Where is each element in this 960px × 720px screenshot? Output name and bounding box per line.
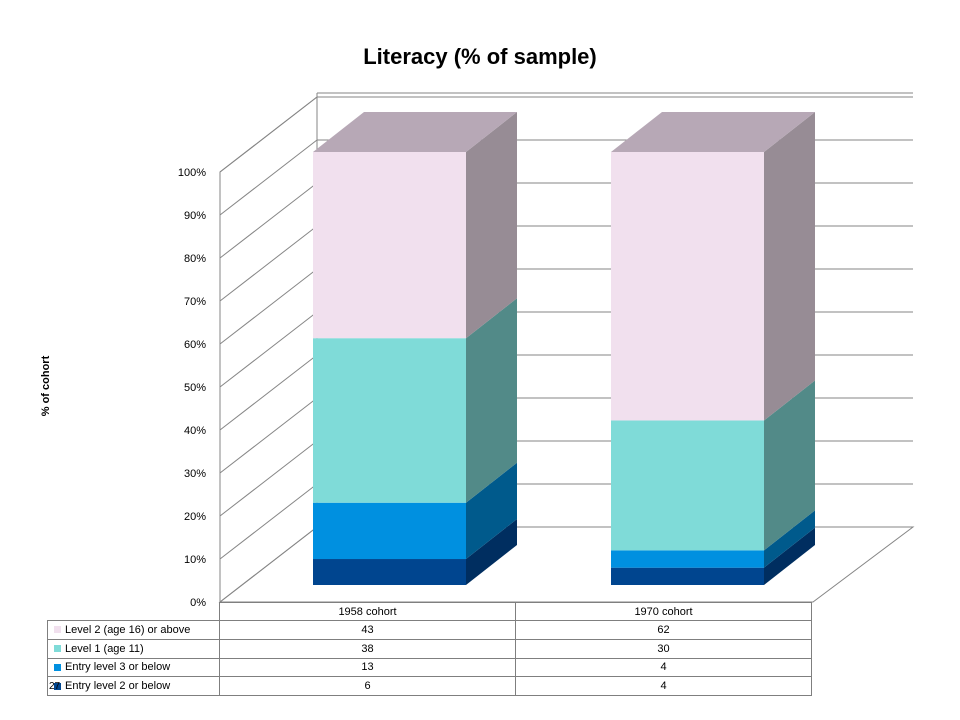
bar-side xyxy=(764,380,815,551)
bar-segment xyxy=(313,152,466,339)
legend-swatch xyxy=(54,645,61,653)
category-label: 1970 cohort xyxy=(515,602,812,621)
bar-segment xyxy=(313,338,466,503)
bar-segment xyxy=(313,559,466,585)
bar-segment xyxy=(611,550,764,568)
data-table-corner xyxy=(47,602,220,621)
gridline xyxy=(219,483,318,560)
gridline xyxy=(219,354,318,431)
bar-segment xyxy=(611,567,764,585)
legend-swatch xyxy=(54,663,61,671)
bar-segment xyxy=(611,152,764,421)
category-label: 1958 cohort xyxy=(219,602,516,621)
bar-side xyxy=(764,527,815,585)
data-label: 6 xyxy=(219,676,516,696)
y-tick-label: 30% xyxy=(184,468,206,480)
data-label: 4 xyxy=(515,657,812,678)
series-name: Level 2 (age 16) or above xyxy=(65,623,191,636)
series-name: Entry level 3 or below xyxy=(65,661,171,674)
series-name: Entry level 2 or below xyxy=(65,680,171,693)
series-name: Level 1 (age 11) xyxy=(65,642,144,655)
y-tick-label: 80% xyxy=(184,253,206,265)
gridline xyxy=(219,96,318,173)
data-table-row: Entry level 2 or below 6 4 xyxy=(47,676,812,696)
y-tick-label: 90% xyxy=(184,210,206,222)
legend-entry: Level 2 (age 16) or above xyxy=(47,620,220,640)
stray-mark: 27 xyxy=(49,681,61,692)
data-label: 62 xyxy=(515,620,812,640)
data-table-row: Entry level 3 or below 13 4 xyxy=(47,657,812,678)
data-table: 1958 cohort 1970 cohort Level 2 (age 16)… xyxy=(47,602,812,696)
bar-segment xyxy=(313,502,466,560)
y-tick-label: 10% xyxy=(184,554,206,566)
bar-side xyxy=(764,112,815,421)
gridline xyxy=(219,182,318,259)
chart-title: Literacy (% of sample) xyxy=(363,44,597,69)
chart-bars xyxy=(313,112,815,585)
y-tick-labels: 0%10%20%30%40%50%60%70%80%90%100% xyxy=(178,167,206,609)
data-label: 13 xyxy=(219,657,516,678)
data-table-row: Level 1 (age 11) 38 30 xyxy=(47,638,812,659)
gridline xyxy=(219,311,318,388)
bar-top xyxy=(611,112,815,152)
data-table-header-row: 1958 cohort 1970 cohort xyxy=(47,602,812,621)
bar-side xyxy=(466,298,517,503)
legend-entry: Level 1 (age 11) xyxy=(47,638,220,659)
y-tick-label: 40% xyxy=(184,425,206,437)
data-label: 4 xyxy=(515,676,812,696)
bar-side xyxy=(466,462,517,560)
data-label: 38 xyxy=(219,638,516,659)
legend-entry: Entry level 2 or below xyxy=(47,676,220,696)
y-tick-label: 70% xyxy=(184,296,206,308)
legend-entry: Entry level 3 or below xyxy=(47,657,220,678)
data-label: 30 xyxy=(515,638,812,659)
y-tick-label: 50% xyxy=(184,382,206,394)
bar-side xyxy=(764,510,815,568)
gridline xyxy=(219,225,318,302)
data-table-row: Level 2 (age 16) or above 43 62 xyxy=(47,620,812,640)
bar-top xyxy=(313,112,517,152)
y-tick-label: 60% xyxy=(184,339,206,351)
legend-swatch xyxy=(54,626,61,634)
data-label: 43 xyxy=(219,620,516,640)
bar-side xyxy=(466,519,517,585)
gridline xyxy=(219,440,318,517)
bar-segment xyxy=(611,420,764,551)
y-tick-label: 100% xyxy=(178,167,206,179)
bar-side xyxy=(466,112,517,339)
gridline xyxy=(219,397,318,474)
legend-swatch xyxy=(54,682,61,690)
gridline xyxy=(219,139,318,216)
gridline xyxy=(219,268,318,345)
y-tick-label: 20% xyxy=(184,511,206,523)
